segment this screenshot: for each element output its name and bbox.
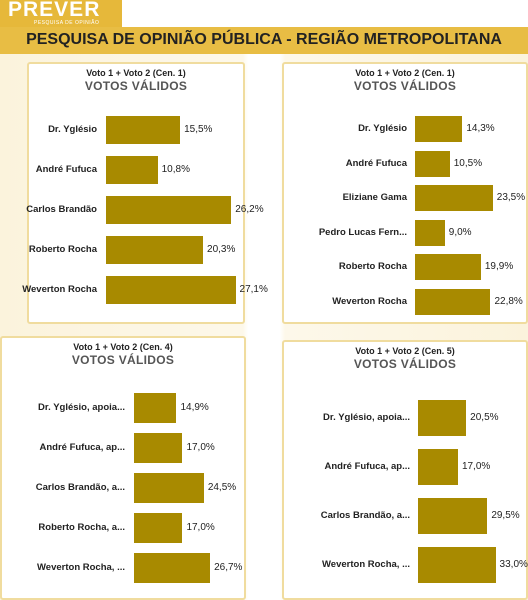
value-label: 14,3% — [466, 123, 495, 134]
value-label: 20,3% — [207, 244, 236, 255]
panel-subtitle: Voto 1 + Voto 2 (Cen. 4) — [73, 342, 173, 352]
value-label: 29,5% — [491, 510, 520, 521]
panel-subtitle: Voto 1 + Voto 2 (Cen. 5) — [355, 346, 455, 356]
bar — [415, 185, 493, 211]
category-label: Carlos Brandão, a... — [320, 510, 410, 521]
value-label: 17,0% — [186, 522, 215, 533]
panel-title: VOTOS VÁLIDOS — [353, 79, 457, 93]
value-label: 33,0% — [499, 559, 528, 570]
bar — [106, 236, 204, 264]
category-label: Dr. Yglésio, apoia... — [323, 412, 410, 423]
brand-logo: PREVER PESQUISA DE OPINIÃO — [0, 0, 122, 27]
bar — [418, 498, 488, 534]
value-label: 19,9% — [484, 261, 514, 272]
category-label: Roberto Rocha, a... — [38, 522, 125, 533]
bar — [106, 196, 232, 224]
value-label: 17,0% — [461, 461, 491, 472]
category-label: Weverton Rocha — [332, 295, 407, 307]
value-label: 27,1% — [239, 284, 268, 295]
value-label: 22,8% — [494, 295, 523, 307]
brand-tagline: PESQUISA DE OPINIÃO — [34, 20, 100, 26]
category-label: Weverton Rocha — [22, 284, 97, 295]
category-label: Roberto Rocha — [338, 261, 407, 272]
value-label: 9,0% — [448, 226, 472, 238]
value-label: 26,2% — [235, 204, 264, 215]
title-band: PESQUISA DE OPINIÃO PÚBLICA - REGIÃO MET… — [0, 27, 528, 54]
category-label: Weverton Rocha, ... — [322, 559, 410, 570]
category-label: André Fufuca, ap... — [39, 442, 125, 453]
panel-title: VOTOS VÁLIDOS — [71, 353, 175, 367]
bar — [415, 254, 481, 280]
bar — [418, 400, 467, 436]
bar — [106, 156, 158, 184]
bar — [415, 219, 445, 246]
chart-panel-2: Voto 1 + Voto 2 (Cen. 1) VOTOS VÁLIDOS D… — [282, 62, 528, 324]
bar — [134, 393, 177, 423]
category-label: Dr. Yglésio, apoia... — [38, 402, 125, 413]
chart-panel-3: Voto 1 + Voto 2 (Cen. 4) VOTOS VÁLIDOS D… — [0, 336, 246, 600]
value-label: 15,5% — [184, 124, 213, 135]
bar — [134, 513, 183, 543]
bar — [415, 150, 450, 177]
bar — [415, 288, 491, 315]
panel-subtitle: Voto 1 + Voto 2 (Cen. 1) — [86, 68, 186, 78]
category-label: André Fufuca — [35, 164, 97, 175]
bar — [106, 276, 236, 304]
bar — [418, 547, 496, 583]
category-label: André Fufuca, ap... — [324, 461, 410, 472]
value-label: 20,5% — [470, 412, 499, 423]
category-label: Carlos Brandão, a... — [35, 482, 125, 493]
panel-title: VOTOS VÁLIDOS — [84, 79, 188, 93]
category-label: Dr. Yglésio — [48, 124, 97, 135]
bar — [134, 553, 211, 583]
value-label: 10,8% — [161, 164, 190, 175]
value-label: 14,9% — [180, 402, 209, 413]
page-title: PESQUISA DE OPINIÃO PÚBLICA - REGIÃO MET… — [26, 31, 502, 48]
category-label: Eliziane Gama — [342, 192, 407, 203]
chart-panel-4: Voto 1 + Voto 2 (Cen. 5) VOTOS VÁLIDOS D… — [282, 340, 528, 600]
value-label: 24,5% — [207, 482, 237, 493]
category-label: Carlos Brandão — [26, 204, 97, 215]
brand-name: PREVER — [8, 0, 101, 21]
category-label: Weverton Rocha, ... — [37, 562, 125, 573]
category-label: Roberto Rocha — [28, 244, 97, 255]
category-label: André Fufuca — [345, 157, 407, 169]
value-label: 10,5% — [453, 157, 483, 169]
value-label: 26,7% — [214, 562, 243, 573]
bar — [134, 433, 183, 463]
panel-title: VOTOS VÁLIDOS — [353, 357, 457, 371]
value-label: 17,0% — [186, 442, 215, 453]
category-label: Dr. Yglésio — [358, 123, 407, 134]
panel-subtitle: Voto 1 + Voto 2 (Cen. 1) — [355, 68, 455, 78]
bar — [134, 473, 204, 503]
category-label: Pedro Lucas Fern... — [318, 226, 407, 238]
bar — [415, 116, 463, 142]
value-label: 23,5% — [496, 192, 526, 203]
bar — [106, 116, 181, 144]
chart-panel-1: Voto 1 + Voto 2 (Cen. 1) VOTOS VÁLIDOS D… — [22, 62, 268, 324]
bar — [418, 449, 458, 485]
